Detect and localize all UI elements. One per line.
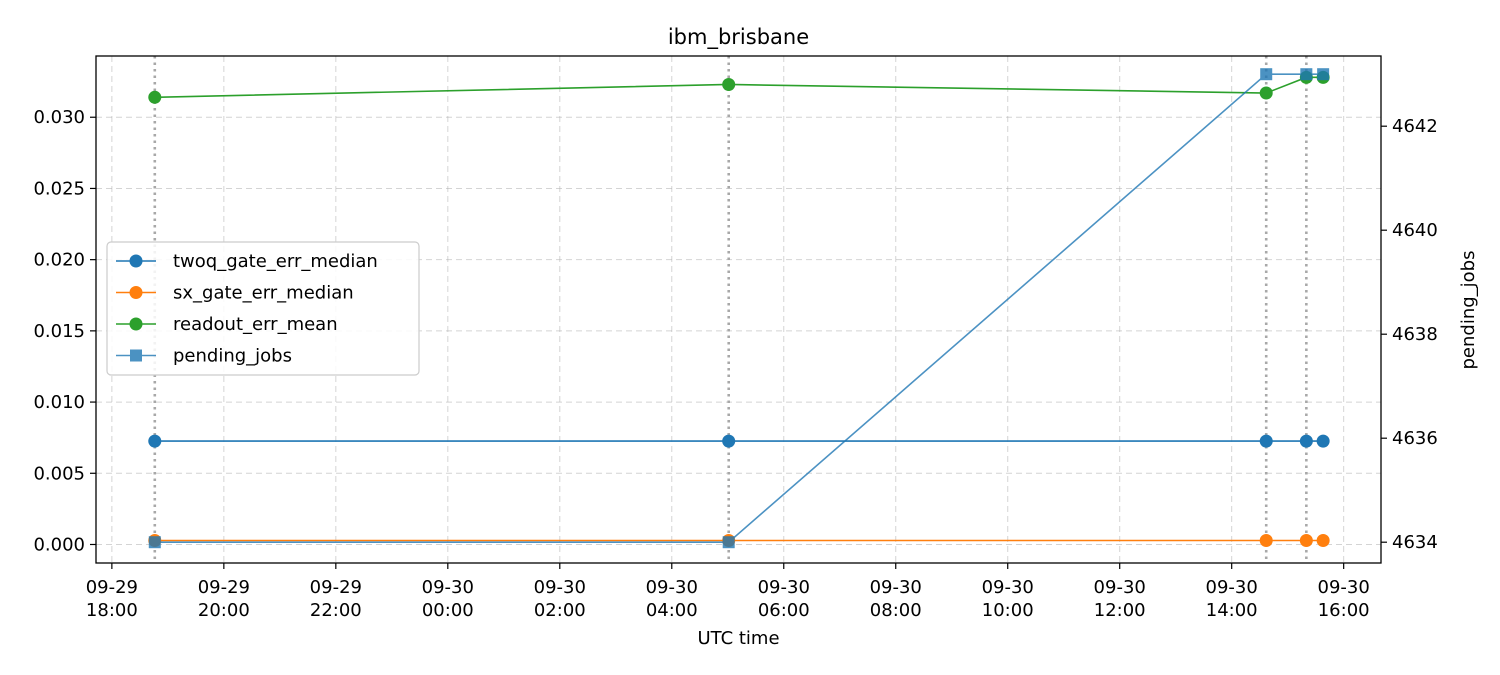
legend-item-twoq-gate-err-median [116, 254, 156, 268]
x-tick-label: 09-29 22:00 [310, 577, 362, 621]
data-point-pending-jobs [1300, 68, 1313, 81]
x-tick-label: 09-30 04:00 [646, 577, 698, 621]
x-tick-label-time: 18:00 [86, 600, 138, 621]
y-left-tick-label: 0.025 [33, 178, 85, 199]
y-right-tick-label: 4642 [1392, 116, 1438, 137]
y-left-tick-label: 0.030 [33, 107, 85, 128]
data-point-twoq-gate-err-median [1316, 434, 1330, 448]
legend-label: sx_gate_err_median [173, 283, 354, 304]
y-left-tick-label: 0.015 [33, 321, 85, 342]
y-axis-label-right: pending_jobs [1458, 251, 1479, 370]
data-point-twoq-gate-err-median [148, 434, 162, 448]
x-tick-label-date: 09-30 [534, 577, 586, 598]
x-tick-label-time: 14:00 [1206, 600, 1258, 621]
legend-swatch-marker [130, 349, 142, 362]
legend-box [106, 241, 420, 376]
x-tick-label: 09-29 18:00 [86, 577, 138, 621]
x-tick-label: 09-30 12:00 [1094, 577, 1146, 621]
x-tick-label-date: 09-30 [982, 577, 1034, 598]
legend-swatch-marker [129, 317, 143, 331]
x-tick-label-time: 16:00 [1318, 600, 1370, 621]
x-tick-label: 09-30 16:00 [1318, 577, 1370, 621]
y-right-tick-label: 4640 [1392, 220, 1438, 241]
x-tick-label-date: 09-30 [422, 577, 474, 598]
legend-label: readout_err_mean [173, 314, 338, 335]
legend-item-pending-jobs [116, 349, 156, 362]
data-point-sx-gate-err-median [1299, 533, 1313, 547]
y-left-tick-label: 0.005 [33, 463, 85, 484]
x-axis-label: UTC time [697, 628, 779, 649]
series-pending-jobs [148, 68, 1330, 549]
x-tick-label-date: 09-30 [1206, 577, 1258, 598]
x-tick-label-date: 09-30 [1318, 577, 1370, 598]
x-tick-label-time: 08:00 [870, 600, 922, 621]
x-tick-label-date: 09-29 [86, 577, 138, 598]
y-right-tick-label: 4636 [1392, 428, 1438, 449]
data-point-readout-err-mean [148, 90, 162, 104]
x-tick-label-time: 04:00 [646, 600, 698, 621]
legend-label: twoq_gate_err_median [173, 251, 378, 272]
data-point-pending-jobs [1317, 68, 1330, 81]
legend-item-sx-gate-err-median [116, 286, 156, 299]
y-right-tick-label: 4638 [1392, 324, 1438, 345]
x-tick-label: 09-30 06:00 [758, 577, 810, 621]
x-tick-label: 09-30 02:00 [534, 577, 586, 621]
x-tick-label: 09-30 14:00 [1206, 577, 1258, 621]
x-tick-label-date: 09-30 [1094, 577, 1146, 598]
data-point-twoq-gate-err-median [722, 434, 736, 448]
x-tick-label-time: 12:00 [1094, 600, 1146, 621]
series-sx-gate-err-median [148, 533, 1330, 547]
x-tick-label: 09-29 20:00 [198, 577, 250, 621]
legend-label: pending_jobs [173, 346, 292, 367]
x-tick-label-time: 10:00 [982, 600, 1034, 621]
data-point-twoq-gate-err-median [1259, 434, 1273, 448]
x-tick-label-time: 02:00 [534, 600, 586, 621]
data-point-twoq-gate-err-median [1299, 434, 1313, 448]
data-point-pending-jobs [722, 536, 735, 549]
x-tick-label-time: 20:00 [198, 600, 250, 621]
series-readout-err-mean [148, 70, 1330, 104]
y-left-tick-label: 0.020 [33, 250, 85, 271]
y-left-tick-label: 0.000 [33, 534, 85, 555]
plot-frame [95, 55, 1382, 564]
legend-swatch-marker [129, 254, 143, 268]
data-point-sx-gate-err-median [1316, 533, 1330, 547]
y-left-tick-label: 0.010 [33, 392, 85, 413]
data-point-sx-gate-err-median [1259, 533, 1273, 547]
x-tick-label-date: 09-29 [198, 577, 250, 598]
x-tick-label-date: 09-30 [870, 577, 922, 598]
x-tick-label-date: 09-30 [758, 577, 810, 598]
legend-item-readout-err-mean [116, 317, 156, 331]
x-tick-label: 09-30 10:00 [982, 577, 1034, 621]
x-tick-label-date: 09-29 [310, 577, 362, 598]
data-point-pending-jobs [1260, 68, 1273, 81]
legend: twoq_gate_err_median sx_gate_err_medianre… [106, 241, 420, 376]
x-tick-label-date: 09-30 [646, 577, 698, 598]
legend-swatch-marker [129, 286, 143, 299]
x-tick-label-time: 06:00 [758, 600, 810, 621]
chart-title: ibm_brisbane [668, 25, 809, 50]
data-point-readout-err-mean [722, 77, 736, 91]
x-tick-label-time: 22:00 [310, 600, 362, 621]
x-tick-label: 09-30 00:00 [422, 577, 474, 621]
data-point-pending-jobs [148, 536, 161, 549]
series-twoq-gate-err-median [148, 434, 1330, 448]
x-tick-label-time: 00:00 [422, 600, 474, 621]
series-line-readout-err-mean [154, 76, 1324, 99]
data-point-readout-err-mean [1259, 86, 1273, 100]
y-right-tick-label: 4634 [1392, 532, 1438, 553]
x-tick-label: 09-30 08:00 [870, 577, 922, 621]
